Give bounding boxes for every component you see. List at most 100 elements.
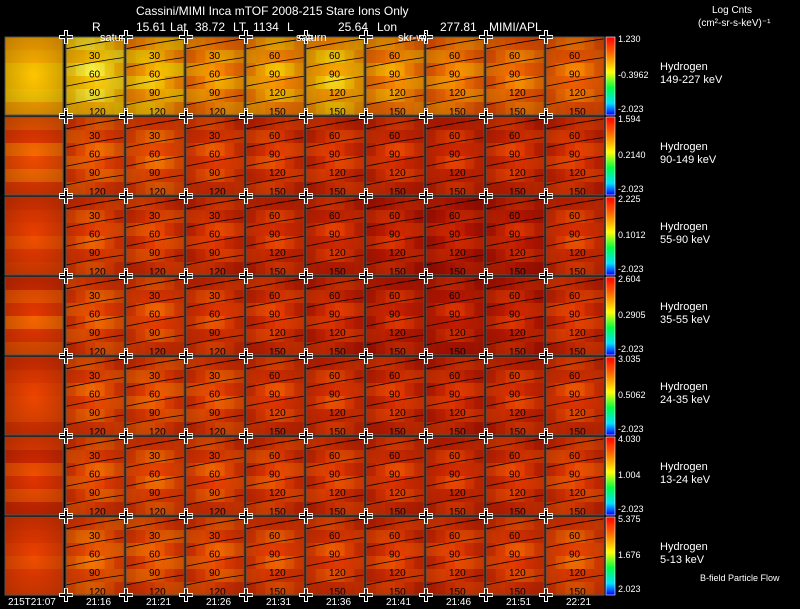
pitch-contour <box>125 137 185 148</box>
time-tick-label: 21:26 <box>206 597 232 608</box>
pitch-contour <box>245 315 305 327</box>
heatmap-cell <box>5 197 64 276</box>
pitch-contour <box>125 38 185 50</box>
pitch-contour-label: 30 <box>149 291 161 302</box>
pitch-contour-label: 150 <box>329 187 346 198</box>
pitch-contour <box>185 297 245 308</box>
time-tick-label: 21:21 <box>146 597 172 608</box>
cell-border <box>545 196 605 276</box>
heatmap-cell <box>546 357 605 436</box>
pitch-contour <box>485 38 545 50</box>
pitch-contour <box>305 518 365 530</box>
cell-border <box>545 36 605 116</box>
pitch-contour-label: 30 <box>89 291 101 302</box>
pitch-contour <box>245 174 305 186</box>
pitch-contour-label: 150 <box>509 507 526 518</box>
pitch-contour <box>365 574 425 586</box>
pitch-contour <box>245 358 305 370</box>
colorbar <box>606 437 615 515</box>
pitch-contour <box>305 57 365 68</box>
pitch-contour <box>305 75 365 87</box>
cell-border <box>65 196 125 276</box>
pitch-contour <box>365 278 425 290</box>
pitch-contour <box>125 198 185 210</box>
pitch-contour-label: 30 <box>89 531 101 542</box>
pitch-contour <box>125 254 185 266</box>
pitch-contour <box>545 254 605 266</box>
energy-range-label: 149-227 keV <box>660 74 723 86</box>
pitch-contour <box>365 235 425 247</box>
pitch-contour-label: 120 <box>389 168 406 179</box>
pitch-contour <box>245 94 305 106</box>
pitch-contour <box>485 494 545 506</box>
pitch-contour <box>305 537 365 548</box>
pitch-contour-label: 120 <box>449 488 466 499</box>
pitch-contour <box>305 414 365 426</box>
pitch-contour <box>65 334 125 346</box>
energy-label: Hydrogen 24-35 keV <box>660 381 710 407</box>
pitch-contour <box>545 137 605 148</box>
cell-border <box>4 116 64 196</box>
cell-border <box>485 356 545 436</box>
pitch-contour-label: 90 <box>329 390 341 401</box>
pitch-contour-label: 120 <box>509 328 526 339</box>
pitch-contour-label: 150 <box>509 427 526 438</box>
pitch-contour-label: 60 <box>509 451 521 462</box>
pitch-contour-label: 60 <box>449 371 461 382</box>
pitch-contour-label: 150 <box>569 267 586 278</box>
energy-label: Hydrogen 149-227 keV <box>660 61 722 87</box>
heatmap-cell <box>66 517 125 596</box>
pitch-contour-label: 30 <box>89 211 101 222</box>
pitch-contour-label: 120 <box>209 507 226 518</box>
colorbar-tick-label: 0.1012 <box>618 230 646 240</box>
pitch-contour <box>485 358 545 370</box>
pitch-contour-label: 60 <box>89 150 101 161</box>
pitch-contour <box>125 217 185 228</box>
heatmap-cell <box>426 437 485 516</box>
pitch-contour <box>485 438 545 450</box>
cell-border <box>485 436 545 516</box>
pitch-contour-label: 150 <box>569 187 586 198</box>
pitch-contour-label: 30 <box>209 51 221 62</box>
cell-border <box>485 516 545 596</box>
pitch-contour-label: 120 <box>569 568 586 579</box>
pitch-contour <box>65 377 125 388</box>
heatmap-cell <box>306 197 365 276</box>
species-label: Hydrogen <box>660 541 708 553</box>
pitch-contour <box>125 475 185 487</box>
heatmap-cell <box>5 437 64 516</box>
pitch-contour-label: 120 <box>449 88 466 99</box>
pitch-contour <box>485 574 545 586</box>
pitch-contour <box>185 118 245 130</box>
time-tick-label: 21:36 <box>326 597 352 608</box>
pitch-contour-label: 60 <box>509 531 521 542</box>
pitch-contour <box>125 174 185 186</box>
pitch-contour-label: 90 <box>329 470 341 481</box>
cell-border <box>125 196 185 276</box>
pitch-contour-label: 90 <box>509 70 521 81</box>
heatmap-cell <box>126 37 185 116</box>
pitch-contour-label: 60 <box>269 291 281 302</box>
cell-border <box>185 116 245 196</box>
pitch-contour <box>125 297 185 308</box>
colorbar-tick-label: 3.035 <box>618 354 641 364</box>
pitch-contour-label: 30 <box>209 291 221 302</box>
pitch-contour <box>485 235 545 247</box>
cell-border <box>4 516 64 596</box>
pitch-contour-label: 60 <box>209 470 221 481</box>
pitch-contour-label: 60 <box>89 70 101 81</box>
pitch-contour-label: 90 <box>269 550 281 561</box>
pitch-contour <box>185 174 245 186</box>
colorbar <box>606 357 615 435</box>
pitch-contour-label: 120 <box>89 267 106 278</box>
pitch-contour <box>125 537 185 548</box>
pitch-contour <box>545 217 605 228</box>
pitch-contour-label: 150 <box>449 267 466 278</box>
pitch-contour <box>245 235 305 247</box>
pitch-contour <box>425 198 485 210</box>
heatmap-cell <box>366 517 425 596</box>
cell-border <box>365 36 425 116</box>
pitch-contour-label: 90 <box>449 230 461 241</box>
pitch-contour <box>125 118 185 130</box>
heatmap-cell <box>186 357 245 436</box>
